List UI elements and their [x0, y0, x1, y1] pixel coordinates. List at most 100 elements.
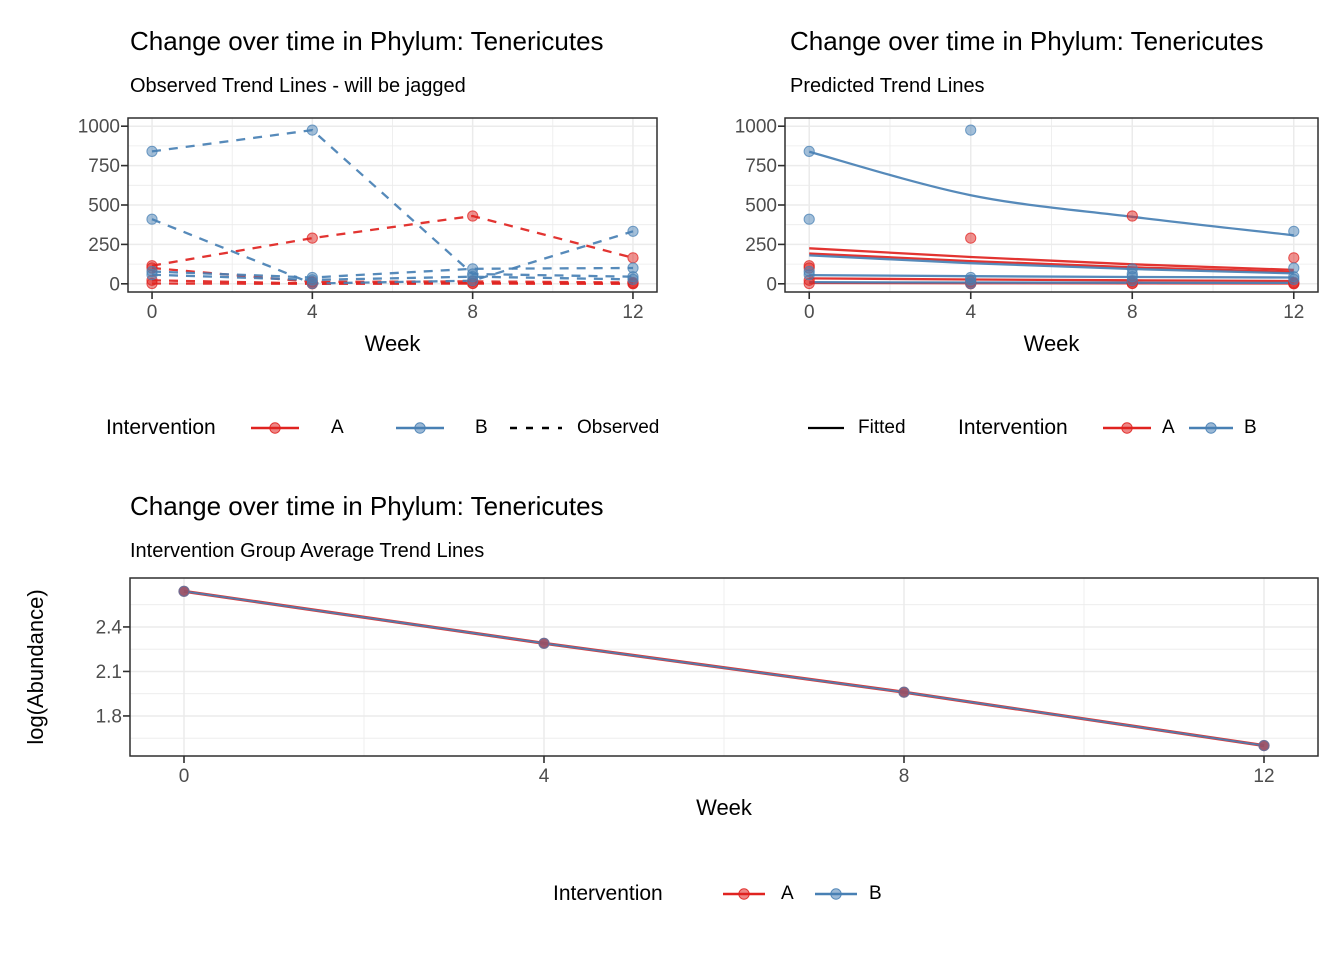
average-chart: Change over time in Phylum: Tenericutes …	[0, 460, 1344, 960]
predicted-plot-area: 0 4 8 12 0 250 500 750 1000	[735, 117, 1319, 323]
legend-key-observed-icon	[510, 426, 562, 430]
trend-line-b	[809, 254, 1294, 275]
trend-line-b	[151, 218, 634, 285]
point-b	[146, 145, 158, 157]
data-points	[146, 124, 639, 290]
trend-line-b	[809, 273, 1294, 279]
series-lines	[151, 128, 634, 285]
legend-label-b: B	[475, 417, 488, 438]
x-tick-label: 12	[1283, 302, 1304, 323]
x-tick-label: 8	[899, 766, 910, 787]
legend-label-b: B	[869, 883, 882, 904]
point-b	[627, 273, 639, 285]
legend-key-a-icon	[723, 888, 765, 900]
point-b	[965, 124, 977, 136]
point-b	[306, 124, 318, 136]
legend-key-fitted-icon	[808, 426, 844, 430]
point-b	[467, 271, 479, 283]
x-tick-label: 12	[622, 302, 643, 323]
y-tick-label: 0	[109, 274, 120, 295]
point-b	[538, 637, 550, 649]
trend-line-b	[808, 150, 1294, 237]
point-b	[1126, 271, 1138, 283]
point-b	[306, 274, 318, 286]
point-b	[178, 585, 190, 597]
x-tick-label: 0	[147, 302, 158, 323]
observed-chart: Change over time in Phylum: Tenericutes …	[0, 0, 672, 460]
trend-line-b	[183, 590, 1265, 747]
legend-label-b: B	[1244, 417, 1257, 438]
legend-key-a-icon	[1103, 422, 1151, 434]
y-tick-label: 0	[766, 274, 777, 295]
point-a	[627, 252, 639, 264]
axis-ticks: 0 4 8 12 1.8 2.1 2.4	[96, 617, 1275, 787]
point-b	[803, 145, 815, 157]
point-b	[803, 213, 815, 225]
trend-line-a	[151, 214, 634, 267]
series-lines	[183, 589, 1265, 748]
point-a	[965, 232, 977, 244]
y-tick-label: 750	[745, 156, 777, 177]
point-b	[627, 262, 639, 274]
predicted-chart: Change over time in Phylum: Tenericutes …	[672, 0, 1344, 460]
legend-label-observed: Observed	[577, 417, 660, 438]
trend-line-b	[151, 273, 634, 282]
point-a	[1126, 210, 1138, 222]
panel-border	[129, 577, 1319, 757]
legend-key-b-icon	[815, 888, 857, 900]
chart-subtitle: Intervention Group Average Trend Lines	[130, 540, 485, 562]
y-tick-label: 2.1	[96, 662, 122, 683]
observed-plot-area: 0 4 8 12 0 250 500 750 1000	[78, 117, 658, 323]
axis-ticks: 0 4 8 12 0 250 500 750 1000	[78, 117, 644, 323]
x-tick-label: 4	[965, 302, 976, 323]
legend-title: Intervention	[106, 416, 216, 439]
y-tick-label: 500	[745, 196, 777, 217]
trend-line-b	[151, 266, 634, 279]
point-b	[1288, 262, 1300, 274]
point-a	[1288, 252, 1300, 264]
point-b	[627, 225, 639, 237]
x-axis-label: Week	[1023, 331, 1080, 356]
legend-label-a: A	[1162, 417, 1175, 438]
point-b	[1288, 273, 1300, 285]
trend-line-a	[809, 252, 1294, 274]
point-a	[306, 232, 318, 244]
y-tick-label: 250	[745, 235, 777, 256]
point-b	[898, 686, 910, 698]
x-tick-label: 0	[179, 766, 190, 787]
legend-label-a: A	[331, 417, 344, 438]
point-a	[467, 210, 479, 222]
chart-title: Change over time in Phylum: Tenericutes	[130, 491, 604, 521]
gridlines	[130, 578, 1318, 756]
legend-title: Intervention	[553, 882, 663, 905]
legend-title: Intervention	[958, 416, 1068, 439]
trend-line-b	[809, 281, 1294, 285]
legend-label-fitted: Fitted	[858, 417, 906, 438]
point-b	[803, 269, 815, 281]
x-tick-label: 8	[467, 302, 478, 323]
x-axis-label: Week	[696, 795, 752, 820]
point-b	[965, 274, 977, 286]
chart-title: Change over time in Phylum: Tenericutes	[790, 26, 1264, 56]
x-tick-label: 0	[804, 302, 815, 323]
y-tick-label: 500	[88, 196, 120, 217]
data-points	[178, 585, 1270, 752]
axis-ticks: 0 4 8 12 0 250 500 750 1000	[735, 117, 1305, 323]
legend-key-b-icon	[1189, 422, 1233, 434]
y-tick-label: 1.8	[96, 706, 122, 727]
x-tick-label: 12	[1253, 766, 1274, 787]
y-tick-label: 1000	[78, 117, 120, 138]
x-tick-label: 4	[307, 302, 318, 323]
x-tick-label: 8	[1127, 302, 1138, 323]
data-points	[803, 124, 1300, 290]
trend-line-a	[151, 266, 634, 284]
series-lines	[808, 150, 1294, 285]
point-b	[146, 213, 158, 225]
trend-line-a	[809, 247, 1294, 272]
legend-key-a-icon	[251, 422, 299, 434]
y-tick-label: 250	[88, 235, 120, 256]
legend-key-b-icon	[396, 422, 444, 434]
x-axis-label: Week	[364, 331, 421, 356]
y-tick-label: 1000	[735, 117, 777, 138]
y-tick-label: 750	[88, 156, 120, 177]
